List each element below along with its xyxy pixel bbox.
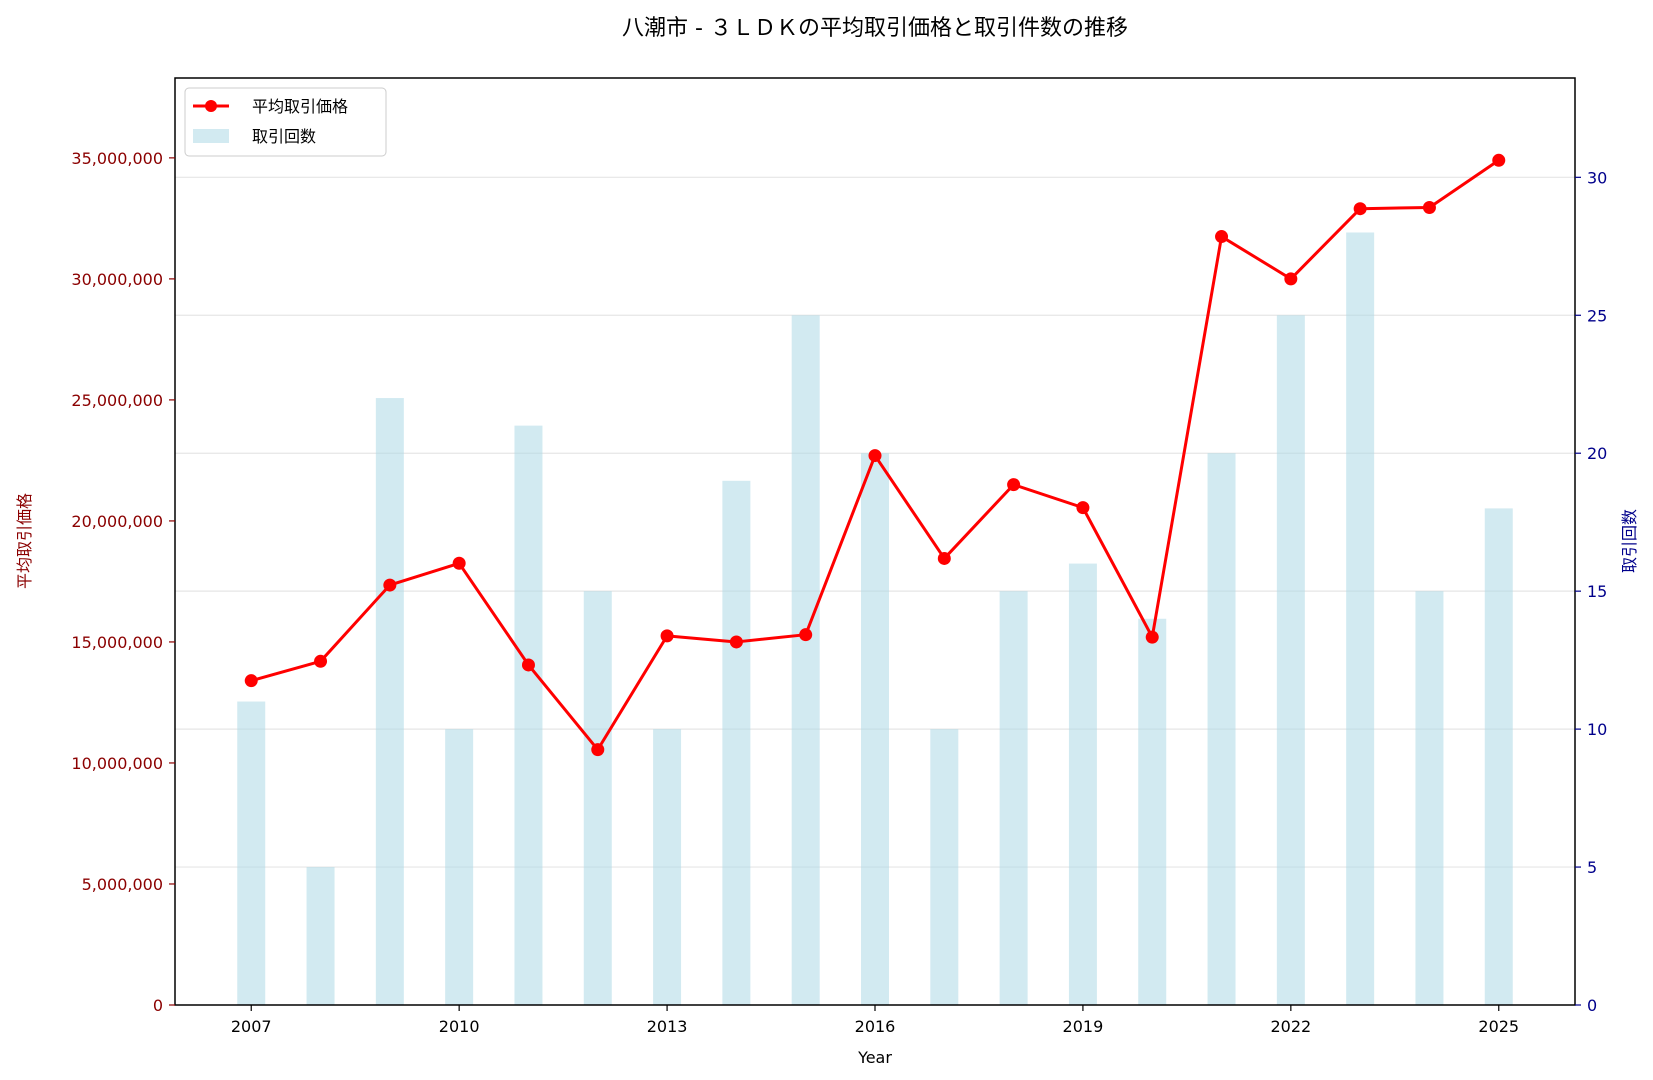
bar-2013 — [653, 729, 682, 1005]
y-axis-right: 0 5 10 15 20 25 30 — [1575, 168, 1607, 1015]
bar-series — [237, 232, 1513, 1006]
y-left-tick-label: 0 — [153, 996, 163, 1015]
price-point-2024 — [1422, 200, 1436, 214]
y-right-tick-label: 0 — [1587, 996, 1597, 1015]
y-left-tick-label: 20,000,000 — [71, 512, 163, 531]
bar-2024 — [1415, 591, 1444, 1005]
price-point-2015 — [799, 628, 813, 642]
bar-2007 — [237, 701, 266, 1005]
bar-2019 — [1068, 563, 1097, 1005]
legend-line-marker — [205, 100, 217, 112]
bar-2025 — [1484, 508, 1513, 1005]
bar-2016 — [861, 453, 889, 1005]
x-tick-label: 2016 — [855, 1017, 896, 1036]
price-point-2023 — [1353, 202, 1367, 216]
bar-2015 — [791, 315, 820, 1006]
price-point-2008 — [314, 654, 328, 668]
y-right-tick-label: 10 — [1587, 720, 1607, 739]
price-point-2020 — [1145, 630, 1159, 644]
bar-2020 — [1138, 618, 1167, 1005]
price-point-2016 — [868, 449, 882, 463]
price-point-2010 — [452, 556, 466, 570]
y-axis-right-label: 取引回数 — [1620, 509, 1639, 573]
y-left-tick-label: 30,000,000 — [71, 270, 163, 289]
y-left-tick-label: 35,000,000 — [71, 149, 163, 168]
bar-2011 — [514, 425, 543, 1005]
y-left-tick-label: 25,000,000 — [71, 391, 163, 410]
price-point-2012 — [591, 743, 605, 757]
line-series — [244, 153, 1506, 757]
x-tick-label: 2007 — [231, 1017, 272, 1036]
y-left-tick-label: 10,000,000 — [71, 754, 163, 773]
x-axis: 2007 2010 2013 2016 2019 2022 2025 — [231, 1005, 1519, 1036]
y-left-tick-label: 15,000,000 — [71, 633, 163, 652]
bar-2022 — [1276, 315, 1305, 1006]
price-point-2011 — [521, 658, 535, 672]
bar-2009 — [375, 398, 404, 1005]
price-point-2022 — [1284, 272, 1298, 286]
bar-2018 — [999, 591, 1028, 1005]
y-right-tick-label: 20 — [1587, 444, 1607, 463]
x-tick-label: 2013 — [647, 1017, 688, 1036]
bar-2012 — [583, 591, 612, 1005]
price-point-2013 — [660, 629, 674, 643]
price-point-2014 — [729, 635, 743, 649]
bar-2023 — [1346, 232, 1375, 1005]
y-right-tick-label: 15 — [1587, 582, 1607, 601]
bar-2021 — [1207, 453, 1236, 1005]
x-tick-label: 2022 — [1270, 1017, 1311, 1036]
y-axis-left-label: 平均取引価格 — [15, 493, 34, 589]
x-axis-label: Year — [857, 1048, 892, 1067]
price-point-2017 — [937, 551, 951, 565]
x-tick-label: 2025 — [1478, 1017, 1519, 1036]
price-point-2019 — [1076, 501, 1090, 515]
price-point-2009 — [383, 578, 397, 592]
legend-label-price: 平均取引価格 — [252, 97, 348, 116]
price-point-2018 — [1007, 478, 1021, 492]
x-tick-label: 2010 — [439, 1017, 480, 1036]
legend-box — [184, 87, 387, 157]
price-point-2025 — [1492, 153, 1506, 167]
y-right-tick-label: 5 — [1587, 858, 1597, 877]
price-point-2007 — [244, 674, 258, 688]
price-point-2021 — [1215, 230, 1229, 244]
y-left-tick-label: 5,000,000 — [82, 875, 163, 894]
bar-2014 — [722, 480, 751, 1005]
bar-2010 — [445, 729, 474, 1005]
chart-title: 八潮市 - ３ＬＤＫの平均取引価格と取引件数の推移 — [622, 16, 1128, 41]
y-right-tick-label: 25 — [1587, 306, 1607, 325]
legend-label-count: 取引回数 — [252, 127, 316, 146]
x-tick-label: 2019 — [1063, 1017, 1104, 1036]
y-axis-left: 0 5,000,000 10,000,000 15,000,000 20,000,000… — [71, 149, 175, 1015]
y-right-tick-label: 30 — [1587, 168, 1607, 187]
bar-2008 — [306, 867, 335, 1005]
legend: 平均取引価格 取引回数 — [184, 87, 387, 157]
legend-bar-swatch — [193, 129, 229, 143]
bar-2017 — [930, 729, 959, 1005]
